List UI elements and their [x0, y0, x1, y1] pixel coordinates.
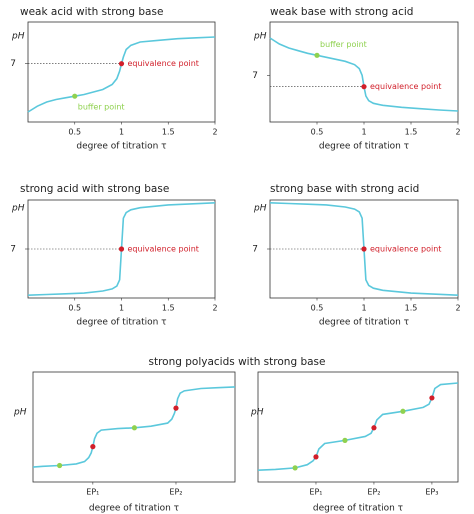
chart-title: strong acid with strong base	[20, 183, 169, 195]
titration-point	[118, 246, 125, 252]
point-label: buffer point	[78, 103, 125, 112]
x-tick-label: 0.5	[68, 304, 81, 313]
x-tick-label: 1	[119, 128, 124, 137]
chart-title: weak base with strong acid	[270, 6, 413, 18]
x-tick-label: 1.5	[405, 128, 418, 137]
titration-curve	[269, 37, 459, 112]
point-label: equivalence point	[370, 82, 441, 91]
x-tick-label: 0.5	[311, 304, 324, 313]
x-tick-label: EP₂	[169, 488, 182, 497]
x-axis-label: degree of titration τ	[89, 504, 179, 514]
x-tick-label: EP₂	[367, 488, 380, 497]
x-axis-label: degree of titration τ	[76, 318, 166, 328]
titration-point	[429, 395, 435, 401]
x-axis-label: degree of titration τ	[76, 142, 166, 152]
titration-curve	[257, 382, 459, 472]
titration-curve	[269, 202, 459, 296]
titration-point	[292, 465, 298, 471]
titration-point	[118, 61, 125, 67]
titration-curve	[27, 202, 216, 296]
x-tick-label: 2	[455, 304, 460, 313]
x-tick-label: 2	[212, 304, 217, 313]
x-tick-label: 1	[119, 304, 124, 313]
y-axis-label: pH	[11, 204, 25, 214]
point-label: equivalence point	[128, 59, 199, 68]
y-tick-label: 7	[252, 245, 258, 255]
y-axis-label: pH	[11, 32, 25, 42]
titration-point	[313, 454, 319, 460]
plot-frame	[257, 371, 459, 483]
titration-curve	[32, 386, 236, 468]
titration-point	[342, 437, 348, 443]
x-tick-label: 1	[361, 304, 366, 313]
y-axis-label: pH	[13, 408, 27, 418]
titration-point	[72, 93, 78, 99]
titration-point	[131, 425, 138, 431]
x-tick-label: EP₃	[425, 488, 438, 497]
x-tick-label: 1.5	[405, 304, 418, 313]
group-title: strong polyacids with strong base	[149, 356, 326, 368]
y-axis-label: pH	[250, 408, 264, 418]
x-axis-label: degree of titration τ	[319, 142, 409, 152]
y-tick-label: 7	[10, 245, 16, 255]
y-axis-label: pH	[253, 32, 267, 42]
titration-point	[400, 408, 406, 414]
x-tick-label: 2	[212, 128, 217, 137]
titration-point	[90, 444, 96, 450]
titration-point	[57, 462, 63, 469]
titration-curve	[27, 36, 216, 113]
x-tick-label: 2	[455, 128, 460, 137]
chart-title: weak acid with strong base	[20, 6, 163, 18]
plot-frame	[32, 371, 236, 483]
y-axis-label: pH	[253, 204, 267, 214]
x-tick-label: 1.5	[162, 304, 175, 313]
x-tick-label: EP₁	[309, 488, 322, 497]
y-tick-label: 7	[252, 71, 258, 81]
titration-point	[314, 52, 320, 58]
x-axis-label: degree of titration τ	[319, 318, 409, 328]
titration-point	[371, 425, 377, 431]
chart-title: strong base with strong acid	[270, 183, 419, 195]
point-label: equivalence point	[370, 245, 441, 254]
x-tick-label: 0.5	[311, 128, 324, 137]
point-label: equivalence point	[128, 245, 199, 254]
plot-frame	[269, 21, 459, 123]
titration-point	[361, 246, 367, 252]
x-tick-label: 1.5	[162, 128, 175, 137]
x-tick-label: 0.5	[68, 128, 81, 137]
point-label: buffer point	[320, 40, 367, 49]
x-axis-label: degree of titration τ	[313, 504, 403, 514]
titration-point	[173, 405, 179, 411]
titration-point	[361, 84, 367, 90]
x-tick-label: 1	[361, 128, 366, 137]
y-tick-label: 7	[10, 59, 16, 69]
x-tick-label: EP₁	[86, 488, 99, 497]
